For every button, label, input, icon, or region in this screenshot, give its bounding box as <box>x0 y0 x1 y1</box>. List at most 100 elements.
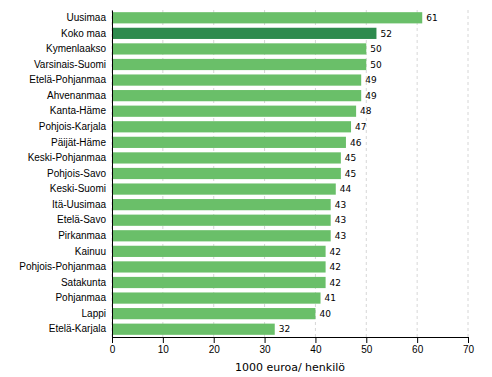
y-tick-label: Päijät-Häme <box>51 137 106 148</box>
x-tick: 30 <box>260 337 272 355</box>
data-label: 45 <box>345 169 356 179</box>
x-tick-label: 60 <box>412 344 424 355</box>
y-tick: Satakunta <box>61 277 106 288</box>
y-tick-label: Ahvenanmaa <box>47 90 106 101</box>
plot: 3240414242424343434445454647484949505052… <box>19 10 474 355</box>
y-tick-label: Keski-Suomi <box>50 183 106 194</box>
y-tick: Ahvenanmaa <box>47 90 106 101</box>
y-tick: Koko maa <box>61 28 106 39</box>
data-label: 42 <box>330 262 341 272</box>
bar <box>112 152 341 163</box>
y-tick-label: Pohjois-Pohjanmaa <box>19 261 106 272</box>
data-label: 43 <box>335 200 346 210</box>
bar <box>112 324 275 335</box>
y-tick-label: Etelä-Savo <box>57 214 106 225</box>
y-tick-label: Lappi <box>82 308 106 319</box>
data-label: 32 <box>279 324 290 334</box>
bar <box>112 199 331 210</box>
x-tick-mark <box>214 337 215 343</box>
grid-line <box>468 10 469 337</box>
y-tick: Etelä-Savo <box>57 214 106 225</box>
bar <box>112 28 376 39</box>
x-tick-label: 30 <box>260 344 272 355</box>
y-tick-label: Etelä-Pohjanmaa <box>29 74 106 85</box>
data-label: 42 <box>330 247 341 257</box>
x-tick-label: 70 <box>463 344 475 355</box>
bar <box>112 59 366 70</box>
y-tick: Itä-Uusimaa <box>52 199 106 210</box>
bar <box>112 106 356 117</box>
data-label: 48 <box>360 106 372 116</box>
y-tick: Pohjois-Pohjanmaa <box>19 261 106 272</box>
y-tick: Kainuu <box>75 246 106 257</box>
y-tick-label: Pohjois-Karjala <box>39 121 107 132</box>
x-tick: 10 <box>158 337 170 355</box>
bar <box>112 230 331 241</box>
y-tick: Pirkanmaa <box>58 230 106 241</box>
bar <box>112 215 331 226</box>
data-label: 47 <box>355 122 366 132</box>
x-tick-mark <box>468 337 469 343</box>
bar <box>112 261 326 272</box>
y-tick: Lappi <box>82 308 106 319</box>
x-tick-mark <box>366 337 367 343</box>
y-tick-label: Pohjanmaa <box>55 292 106 303</box>
data-label: 50 <box>370 60 382 70</box>
data-labels: 3240414242424343434445454647484949505052… <box>279 13 438 334</box>
data-label: 50 <box>370 44 382 54</box>
x-tick-label: 40 <box>310 344 322 355</box>
x-tick: 0 <box>110 337 116 355</box>
y-tick: Etelä-Karjala <box>49 323 107 334</box>
y-tick-label: Keski-Pohjanmaa <box>28 152 107 163</box>
grid-line <box>417 10 418 337</box>
y-tick-label: Kanta-Häme <box>50 105 107 116</box>
x-tick-mark <box>417 337 418 343</box>
data-label: 42 <box>330 278 341 288</box>
y-tick-label: Pohjois-Savo <box>47 168 106 179</box>
x-axis: 0 10 20 30 40 50 60 70 <box>110 337 475 355</box>
x-axis-title: 1000 euroa/ henkilö <box>235 361 345 374</box>
x-tick-label: 20 <box>209 344 221 355</box>
bar <box>112 183 336 194</box>
y-tick-label: Kymenlaakso <box>46 43 106 54</box>
data-label: 52 <box>380 29 391 39</box>
grid <box>112 10 468 337</box>
y-axis-line <box>112 11 113 338</box>
data-label: 61 <box>426 13 437 23</box>
data-label: 45 <box>345 153 356 163</box>
x-tick-mark <box>265 337 266 343</box>
bar <box>112 308 315 319</box>
bar <box>112 277 326 288</box>
data-label: 49 <box>365 91 377 101</box>
data-label: 46 <box>350 138 362 148</box>
bar <box>112 74 361 85</box>
y-tick-label: Pirkanmaa <box>58 230 106 241</box>
x-tick-label: 50 <box>361 344 373 355</box>
data-label: 43 <box>335 215 346 225</box>
x-tick: 50 <box>361 337 373 355</box>
y-tick: Päijät-Häme <box>51 137 106 148</box>
x-tick-mark <box>163 337 164 343</box>
x-tick: 70 <box>463 337 475 355</box>
y-tick: Kanta-Häme <box>50 105 107 116</box>
bar <box>112 137 346 148</box>
x-tick-mark <box>315 337 316 343</box>
y-tick: Pohjois-Savo <box>47 168 106 179</box>
bar <box>112 121 351 132</box>
bar <box>112 292 321 303</box>
bar <box>112 12 422 23</box>
bar <box>112 43 366 54</box>
y-tick-label: Koko maa <box>61 28 106 39</box>
bar <box>112 168 341 179</box>
y-tick: Keski-Pohjanmaa <box>28 152 107 163</box>
chart: 3240414242424343434445454647484949505052… <box>0 0 492 377</box>
y-tick: Keski-Suomi <box>50 183 106 194</box>
x-tick: 20 <box>209 337 221 355</box>
y-tick-label: Etelä-Karjala <box>49 323 107 334</box>
data-label: 41 <box>325 293 336 303</box>
y-tick: Pohjanmaa <box>55 292 106 303</box>
y-tick-label: Itä-Uusimaa <box>52 199 106 210</box>
y-tick: Kymenlaakso <box>46 43 106 54</box>
y-tick-label: Varsinais-Suomi <box>34 59 106 70</box>
y-tick: Etelä-Pohjanmaa <box>29 74 106 85</box>
